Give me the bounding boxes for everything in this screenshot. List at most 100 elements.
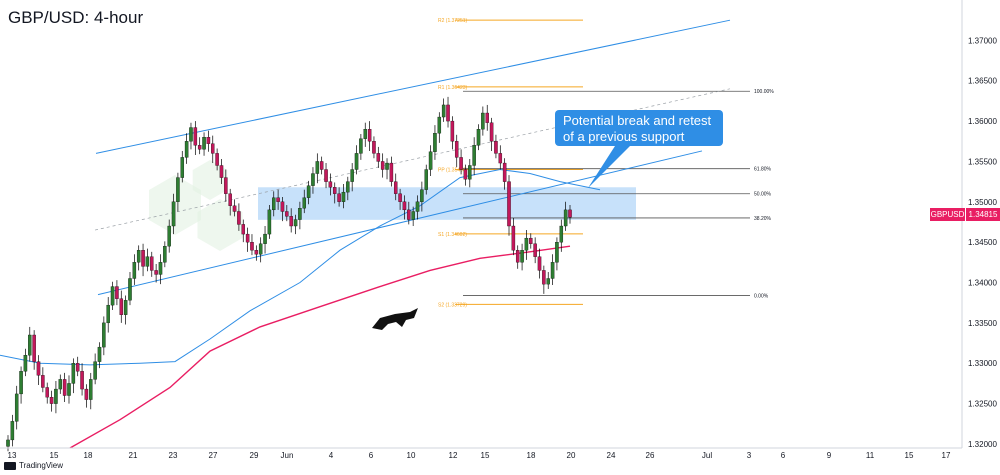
y-tick-label: 1.37000 bbox=[968, 36, 997, 45]
fib-label: 50.00% bbox=[754, 192, 772, 198]
candle-body bbox=[415, 201, 420, 212]
candle-body bbox=[6, 439, 10, 447]
candle-body bbox=[119, 298, 124, 315]
candle-body bbox=[102, 322, 106, 348]
candle-body bbox=[346, 181, 350, 193]
x-tick-label: 3 bbox=[747, 451, 752, 460]
candle-body bbox=[319, 161, 324, 170]
candle-body bbox=[54, 388, 58, 404]
candle-body bbox=[555, 242, 559, 263]
candle-body bbox=[289, 216, 293, 227]
x-tick-label: 26 bbox=[646, 451, 655, 460]
candle-body bbox=[115, 286, 119, 299]
x-tick-label: 11 bbox=[866, 451, 875, 460]
y-tick-label: 1.34000 bbox=[968, 279, 997, 288]
candle-body bbox=[237, 211, 241, 225]
candle-body bbox=[84, 388, 89, 400]
level-lines: R2 (1.37251) R1 (1.36423) PP (1.35400) S1 (… bbox=[438, 18, 774, 308]
callout-line-1: Potential break and retest bbox=[563, 113, 712, 128]
candle-body bbox=[398, 193, 402, 202]
candle-body bbox=[41, 375, 45, 388]
candle-body bbox=[71, 363, 76, 384]
x-tick-label: 12 bbox=[449, 451, 458, 460]
x-tick-label: 15 bbox=[50, 451, 59, 460]
pivot-label: R1 (1.36423) bbox=[438, 85, 468, 91]
candle-body bbox=[402, 201, 407, 211]
candle-body bbox=[276, 197, 280, 202]
moving-averages bbox=[0, 168, 601, 449]
x-tick-label: 4 bbox=[329, 451, 334, 460]
candle-body bbox=[241, 224, 246, 235]
ma-fast-line bbox=[0, 168, 601, 366]
candle-body bbox=[263, 233, 267, 244]
candle-body bbox=[459, 157, 463, 170]
y-tick-label: 1.33000 bbox=[968, 359, 997, 368]
candle-body bbox=[245, 233, 250, 243]
candle-body bbox=[298, 208, 302, 220]
x-tick-label: Jul bbox=[702, 451, 712, 460]
candle-body bbox=[328, 181, 333, 188]
candle-body bbox=[354, 153, 359, 170]
candle-body bbox=[546, 278, 550, 285]
candle-body bbox=[132, 262, 137, 279]
pivot-label: S2 (1.33729) bbox=[438, 302, 467, 308]
candle-body bbox=[533, 243, 537, 257]
candle-body bbox=[472, 145, 476, 166]
candle-body bbox=[568, 209, 572, 218]
callout-box: Potential break and retest of a previous… bbox=[555, 110, 723, 146]
y-tick-label: 1.33500 bbox=[968, 319, 997, 328]
candle-body bbox=[136, 250, 141, 263]
candle-body bbox=[180, 157, 185, 178]
candle-body bbox=[150, 256, 154, 271]
y-tick-label: 1.35500 bbox=[968, 157, 997, 166]
candle-body bbox=[258, 243, 263, 255]
candle-body bbox=[224, 177, 228, 194]
ma-slow-line bbox=[69, 245, 571, 449]
tradingview-label: TradingView bbox=[19, 461, 64, 470]
candle-body bbox=[524, 237, 529, 251]
candle-body bbox=[428, 151, 433, 170]
candle-body bbox=[494, 141, 498, 154]
x-tick-label: 6 bbox=[781, 451, 786, 460]
candle-body bbox=[446, 104, 450, 122]
candle-body bbox=[563, 209, 568, 227]
candle-body bbox=[202, 137, 206, 150]
symbol-tag: GBPUSD bbox=[930, 208, 965, 221]
candle-body bbox=[206, 137, 211, 144]
x-tick-label: 9 bbox=[827, 451, 832, 460]
candle-body bbox=[67, 383, 71, 396]
candle-body bbox=[420, 189, 424, 202]
x-tick-label: 6 bbox=[369, 451, 374, 460]
candle-body bbox=[293, 219, 298, 227]
candle-body bbox=[36, 361, 41, 376]
bull-shape bbox=[372, 308, 418, 330]
pivot-label: S1 (1.34602) bbox=[438, 232, 467, 238]
candle-body bbox=[215, 153, 219, 166]
candle-body bbox=[10, 421, 15, 441]
x-tick-label: 21 bbox=[129, 451, 138, 460]
watermark-hexagon bbox=[197, 199, 243, 251]
last-price-tag: 1.34815 bbox=[966, 208, 1000, 221]
candle-body bbox=[280, 201, 285, 212]
candle-body bbox=[302, 197, 306, 209]
candle-body bbox=[197, 145, 202, 150]
x-tick-label: 18 bbox=[527, 451, 536, 460]
x-tick-label: 20 bbox=[567, 451, 576, 460]
candle-body bbox=[359, 138, 363, 154]
x-tick-label: 27 bbox=[209, 451, 218, 460]
candle-body bbox=[163, 246, 167, 263]
axes: 1.37000 1.36500 1.36000 1.35500 1.35000 1.345… bbox=[0, 0, 997, 460]
candle-body bbox=[520, 250, 524, 263]
x-tick-label: 13 bbox=[8, 451, 17, 460]
x-tick-label: 24 bbox=[607, 451, 616, 460]
candle-body bbox=[106, 304, 110, 324]
candle-body bbox=[363, 129, 367, 139]
candle-body bbox=[463, 169, 468, 180]
callout-pointer bbox=[588, 146, 630, 188]
fib-label: 61.80% bbox=[754, 167, 772, 173]
candle-body bbox=[332, 187, 337, 194]
candle-body bbox=[189, 127, 193, 142]
candle-body bbox=[97, 346, 102, 362]
candle-body bbox=[285, 211, 289, 217]
